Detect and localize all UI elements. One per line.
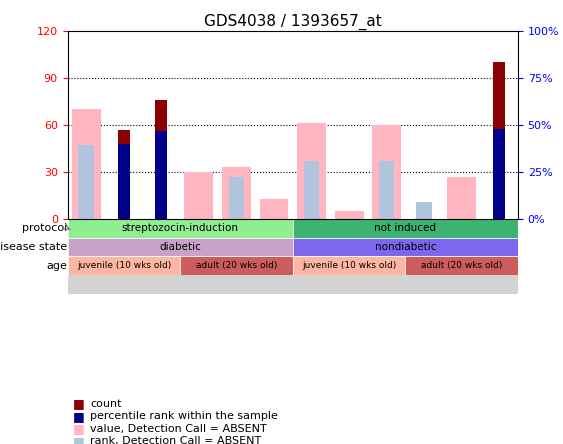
Bar xyxy=(118,130,129,219)
Bar xyxy=(480,219,518,294)
Text: diabetic: diabetic xyxy=(159,242,201,252)
FancyBboxPatch shape xyxy=(293,238,518,257)
Bar xyxy=(105,219,142,294)
Text: juvenile (10 wks old): juvenile (10 wks old) xyxy=(77,262,171,270)
Text: disease state: disease state xyxy=(0,242,68,252)
Bar xyxy=(493,129,505,219)
FancyBboxPatch shape xyxy=(68,238,293,257)
Text: not induced: not induced xyxy=(374,223,436,233)
Text: nondiabetic: nondiabetic xyxy=(374,242,436,252)
Bar xyxy=(260,198,288,219)
Bar xyxy=(297,123,326,219)
Text: value, Detection Call = ABSENT: value, Detection Call = ABSENT xyxy=(90,424,267,434)
Text: ■: ■ xyxy=(73,422,85,436)
Bar xyxy=(185,172,213,219)
Text: ■: ■ xyxy=(73,397,85,411)
FancyBboxPatch shape xyxy=(180,257,293,275)
Text: count: count xyxy=(90,399,122,409)
Text: juvenile (10 wks old): juvenile (10 wks old) xyxy=(302,262,396,270)
Bar xyxy=(72,109,101,219)
Bar xyxy=(218,219,255,294)
Bar xyxy=(334,211,364,219)
FancyBboxPatch shape xyxy=(68,257,180,275)
FancyBboxPatch shape xyxy=(293,219,518,238)
Text: percentile rank within the sample: percentile rank within the sample xyxy=(90,412,278,421)
Bar xyxy=(405,219,443,294)
FancyBboxPatch shape xyxy=(68,219,293,238)
Bar xyxy=(493,63,505,219)
Text: adult (20 wks old): adult (20 wks old) xyxy=(196,262,277,270)
Bar xyxy=(68,219,105,294)
Bar xyxy=(255,219,293,294)
Text: streptozocin-induction: streptozocin-induction xyxy=(122,223,239,233)
Bar xyxy=(372,125,401,219)
Text: adult (20 wks old): adult (20 wks old) xyxy=(421,262,502,270)
FancyBboxPatch shape xyxy=(293,257,405,275)
Bar xyxy=(293,219,330,294)
Text: ■: ■ xyxy=(73,435,85,444)
Bar xyxy=(303,161,319,219)
Bar xyxy=(330,219,368,294)
Bar xyxy=(142,219,180,294)
Bar xyxy=(155,131,167,219)
Title: GDS4038 / 1393657_at: GDS4038 / 1393657_at xyxy=(204,13,382,30)
Text: ■: ■ xyxy=(73,410,85,423)
Bar xyxy=(416,202,432,219)
Bar xyxy=(379,161,395,219)
Text: rank, Detection Call = ABSENT: rank, Detection Call = ABSENT xyxy=(90,436,261,444)
Bar xyxy=(118,144,129,219)
FancyBboxPatch shape xyxy=(405,257,518,275)
Bar xyxy=(443,219,480,294)
Bar xyxy=(155,100,167,219)
Bar xyxy=(78,145,94,219)
Bar xyxy=(368,219,405,294)
Bar xyxy=(229,177,244,219)
Text: age: age xyxy=(47,261,68,271)
Bar xyxy=(180,219,218,294)
Text: protocol: protocol xyxy=(23,223,68,233)
Bar xyxy=(447,177,476,219)
Bar xyxy=(222,167,251,219)
